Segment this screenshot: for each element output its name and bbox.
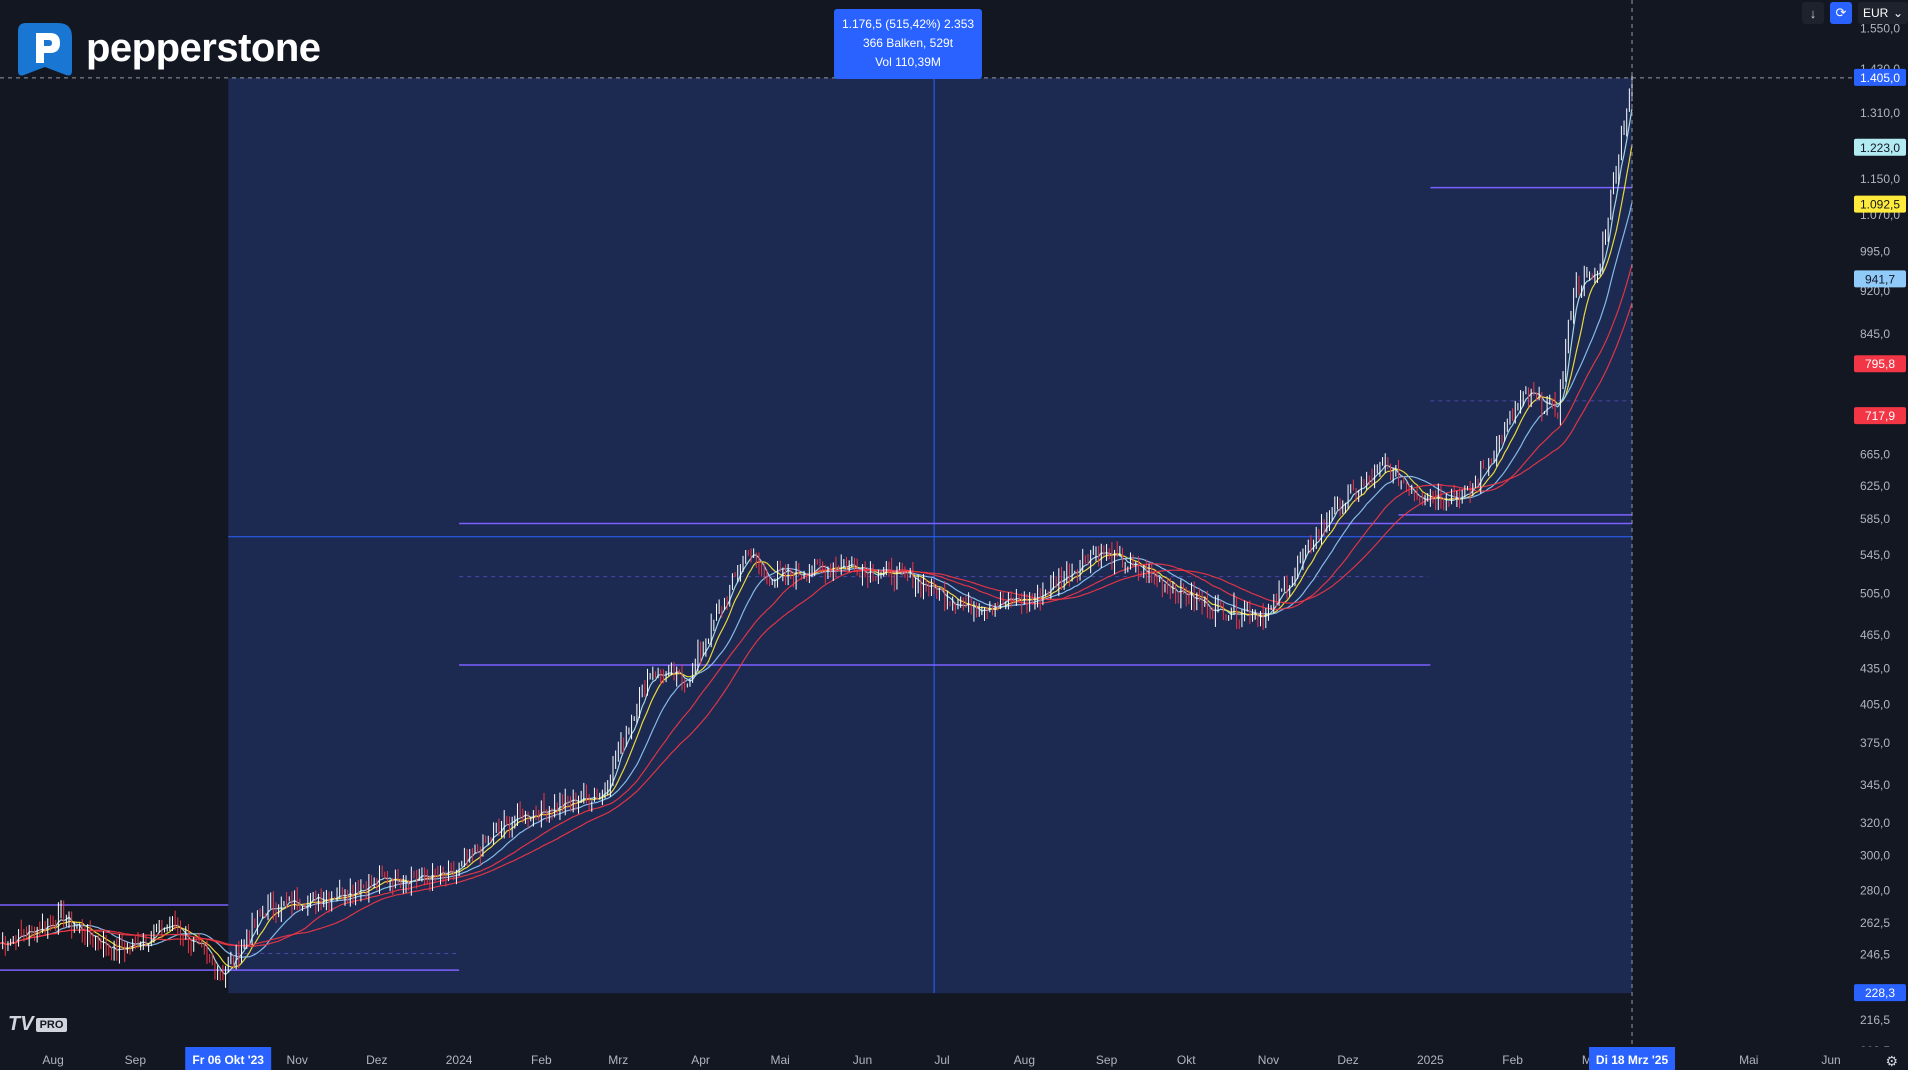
measure-line-3: Vol 110,39M [875,55,941,69]
x-tick-label: Feb [531,1053,552,1067]
price-badge: 1.092,5 [1860,198,1900,212]
measure-tooltip: 1.176,5 (515,42%) 2.353 366 Balken, 529t… [834,9,982,79]
y-tick-label: 1.550,0 [1860,21,1900,35]
currency-label: EUR [1863,6,1889,20]
arrow-down-icon[interactable]: ↓ [1802,2,1824,24]
price-badge: 795,8 [1865,357,1895,371]
y-tick-label: 995,0 [1860,245,1890,259]
y-tick-label: 320,0 [1860,816,1890,830]
pro-badge: PRO [35,1017,68,1032]
price-badge-bg [1854,407,1906,425]
price-badge-bg [1854,984,1906,1002]
x-tick-label: Feb [1502,1053,1523,1067]
price-badge-bg [1854,270,1906,288]
gear-icon[interactable]: ⚙ [1885,1053,1898,1069]
tradingview-logo-text: TV [8,1013,34,1035]
x-tick-label: Sep [125,1053,147,1067]
date-badge-bg [1589,1047,1676,1070]
x-tick-label: Jun [1821,1053,1840,1067]
x-tick-label: Okt [1177,1053,1196,1067]
y-tick-label: 216,5 [1860,1013,1890,1027]
price-badge-bg [1854,195,1906,213]
y-tick-label: 246,5 [1860,948,1890,962]
measure-line-1: 1.176,5 (515,42%) 2.353 [841,17,975,31]
price-badge: 1.405,0 [1860,71,1900,85]
top-controls: ↓ ⟳ EUR ⌄ [1802,2,1908,24]
price-badge: 717,9 [1865,409,1895,423]
currency-select[interactable]: EUR ⌄ [1858,2,1908,24]
x-tick-label: Apr [691,1053,710,1067]
y-tick-label: 845,0 [1860,327,1890,341]
y-tick-label: 505,0 [1860,586,1890,600]
y-tick-label: 585,0 [1860,512,1890,526]
date-badge-bg [185,1047,272,1070]
y-tick-label: 1.310,0 [1860,106,1900,120]
ma-line-35 [0,264,1633,948]
x-tick-label: Sep [1096,1053,1118,1067]
measure-line-2: 366 Balken, 529t [862,36,954,50]
y-tick-label: 375,0 [1860,736,1890,750]
x-tick-label: 2025 [1417,1053,1444,1067]
y-tick-label: 465,0 [1860,628,1890,642]
y-tick-label: 545,0 [1860,548,1890,562]
date-badge: Fr 06 Okt '23 [192,1053,264,1067]
ma-line-50 [0,302,1633,947]
y-tick-label: 625,0 [1860,479,1890,493]
x-tick-label: Aug [1014,1053,1035,1067]
pepperstone-logo-icon [18,23,72,76]
price-badge: 941,7 [1865,272,1895,286]
y-tick-label: 345,0 [1860,778,1890,792]
chevron-down-icon: ⌄ [1892,6,1903,20]
tradingview-logo[interactable]: TV PRO [8,1013,68,1036]
x-tick-label: 2024 [446,1053,473,1067]
price-badge: 1.223,0 [1860,141,1900,155]
brand-name: pepperstone [86,25,321,70]
x-tick-label: M [1582,1053,1592,1067]
brand-logo: pepperstone [14,17,321,79]
y-tick-label: 405,0 [1860,697,1890,711]
x-tick-label: Jun [853,1053,872,1067]
x-tick-label: Aug [42,1053,63,1067]
ma-line-10 [0,144,1633,969]
price-badge: 228,3 [1865,986,1895,1000]
refresh-icon[interactable]: ⟳ [1830,2,1852,24]
price-badge-bg [1854,68,1906,86]
y-tick-label: 665,0 [1860,448,1890,462]
x-tick-label: Dez [366,1053,387,1067]
measure-range-box [228,77,1633,994]
date-badge: Di 18 Mrz '25 [1596,1053,1669,1067]
price-badge-bg [1854,355,1906,373]
y-tick-label: 300,0 [1860,849,1890,863]
x-tick-label: Nov [1258,1053,1279,1067]
x-tick-label: Mai [771,1053,790,1067]
ma-line-20 [0,202,1633,958]
x-tick-label: Nov [287,1053,308,1067]
x-tick-label: Mai [1739,1053,1758,1067]
price-badge-bg [1854,138,1906,156]
x-tick-label: Dez [1337,1053,1358,1067]
ma-line-5 [0,108,1633,976]
time-axis-bg [0,1047,1908,1070]
y-tick-label: 920,0 [1860,284,1890,298]
y-tick-label: 1.150,0 [1860,172,1900,186]
y-tick-label: 280,0 [1860,883,1890,897]
y-tick-label: 262,5 [1860,916,1890,930]
x-tick-label: Jul [934,1053,949,1067]
y-tick-label: 435,0 [1860,661,1890,675]
x-tick-label: Mrz [608,1053,628,1067]
